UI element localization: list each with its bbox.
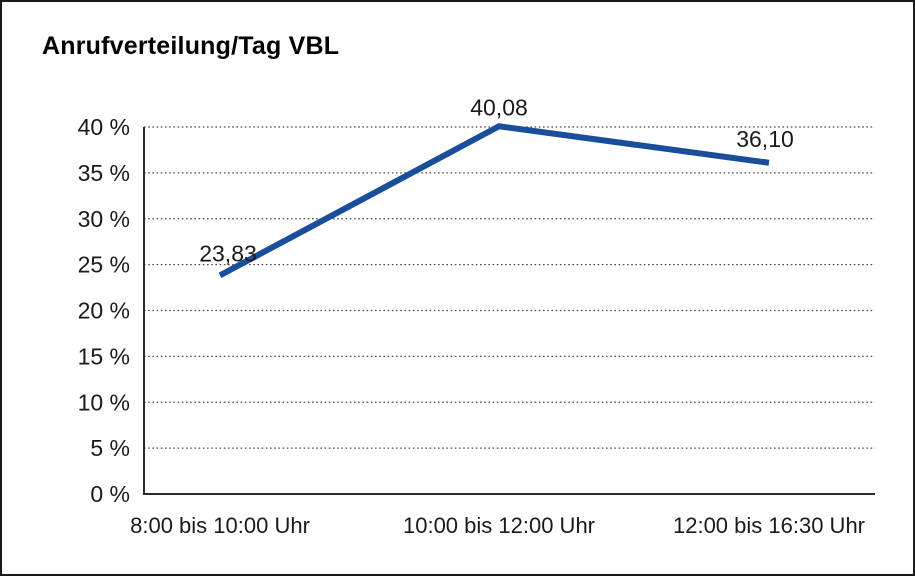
x-axis-category-label: 12:00 bis 16:30 Uhr: [673, 513, 865, 538]
y-axis-tick-label: 0 %: [90, 481, 130, 507]
x-axis-category-label: 10:00 bis 12:00 Uhr: [403, 513, 595, 538]
data-point-label: 36,10: [736, 126, 794, 152]
y-axis-tick-label: 30 %: [78, 206, 130, 232]
x-axis-category-label: 8:00 bis 10:00 Uhr: [130, 513, 310, 538]
y-axis-tick-label: 20 %: [78, 298, 130, 324]
chart-title: Anrufverteilung/Tag VBL: [42, 32, 340, 60]
data-line: [218, 123, 770, 279]
y-axis-tick-label: 25 %: [78, 252, 130, 278]
data-point-label: 40,08: [470, 94, 528, 120]
data-point-label: 23,83: [199, 240, 257, 266]
y-axis-tick-label: 40 %: [78, 114, 130, 140]
y-axis-tick-label: 15 %: [78, 343, 130, 369]
y-axis-tick-label: 35 %: [78, 160, 130, 186]
y-axis-tick-label: 10 %: [78, 389, 130, 415]
y-axis-tick-label: 5 %: [90, 435, 130, 461]
